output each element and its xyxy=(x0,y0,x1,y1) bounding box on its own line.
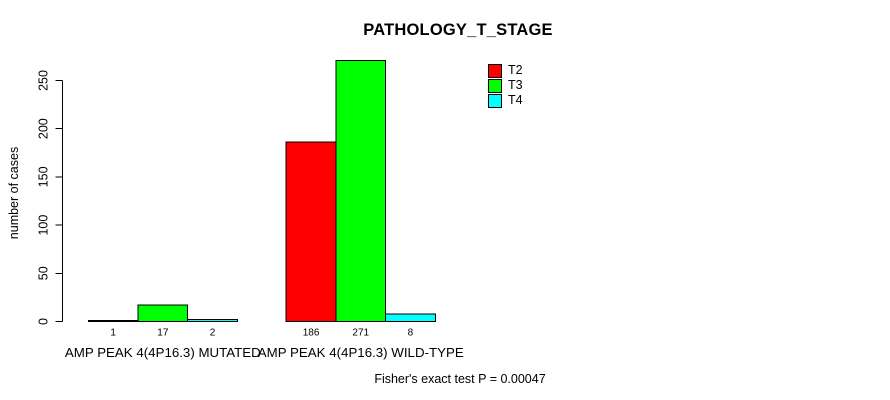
bar-value-label: 1 xyxy=(110,328,116,339)
y-tick-label: 150 xyxy=(37,166,51,187)
y-tick-label: 50 xyxy=(37,266,51,280)
y-tick-label: 250 xyxy=(37,70,51,91)
bar-value-label: 17 xyxy=(157,328,169,339)
legend-item: T2 xyxy=(488,63,523,78)
bar xyxy=(335,59,387,322)
y-tick-label: 100 xyxy=(37,215,51,236)
bar-value-label: 2 xyxy=(210,328,216,339)
footer-note: Fisher's exact test P = 0.00047 xyxy=(374,372,546,386)
bar xyxy=(385,313,436,322)
y-tick-label: 0 xyxy=(37,318,51,325)
x-category-label: AMP PEAK 4(4P16.3) MUTATED xyxy=(65,345,261,360)
legend-label: T4 xyxy=(508,93,523,107)
bar-value-label: 186 xyxy=(303,328,320,339)
legend-swatch xyxy=(488,93,502,108)
legend-swatch xyxy=(488,63,502,78)
legend-item: T4 xyxy=(488,93,523,108)
x-category-label: AMP PEAK 4(4P16.3) WILD-TYPE xyxy=(258,345,464,360)
bar xyxy=(137,304,189,322)
chart-title: PATHOLOGY_T_STAGE xyxy=(363,21,553,39)
bar-value-label: 8 xyxy=(408,328,414,339)
y-tick-label: 200 xyxy=(37,118,51,139)
bar-value-label: 271 xyxy=(352,328,369,339)
legend: T2 T3 T4 xyxy=(488,63,523,108)
legend-item: T3 xyxy=(488,78,523,93)
legend-label: T3 xyxy=(508,78,523,92)
bar xyxy=(187,319,238,322)
bar xyxy=(87,320,139,323)
legend-swatch xyxy=(488,78,502,93)
legend-label: T2 xyxy=(508,63,523,77)
bar xyxy=(285,141,337,322)
